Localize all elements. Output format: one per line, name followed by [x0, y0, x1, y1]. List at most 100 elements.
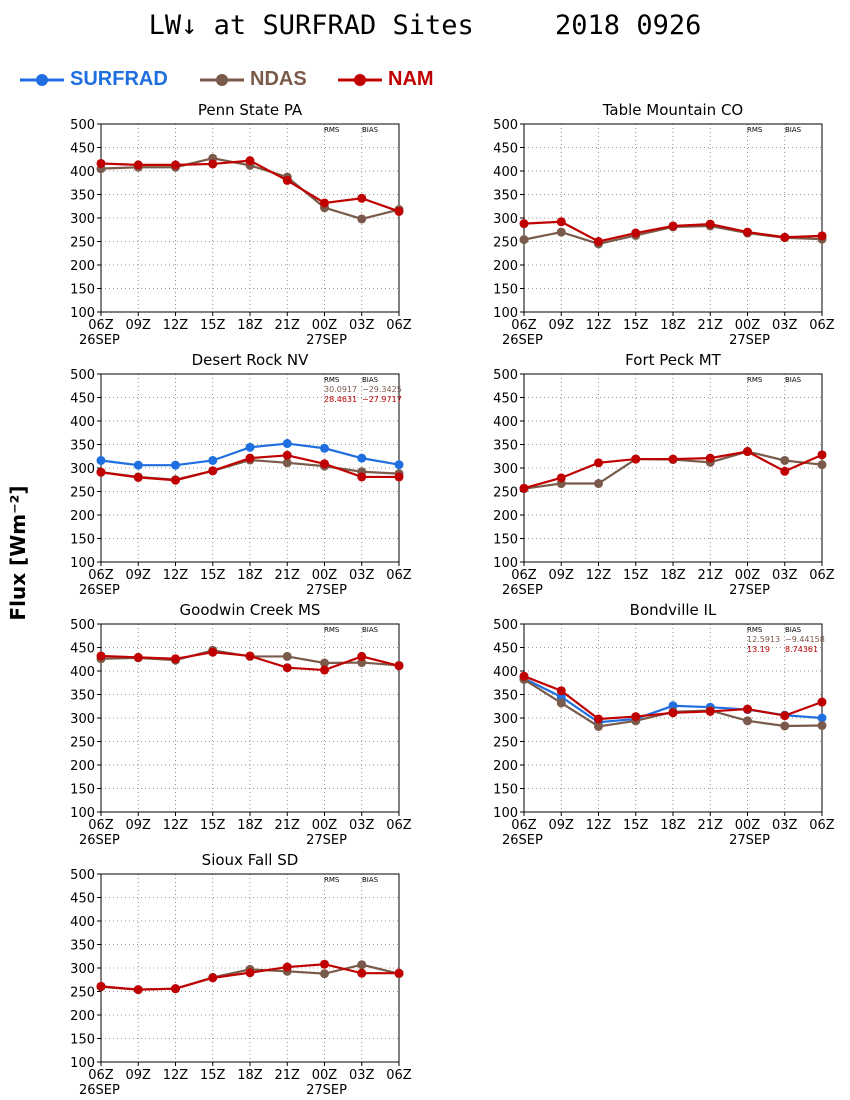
x-tick-label: 03Z: [349, 318, 375, 333]
y-tick-label: 300: [493, 712, 518, 727]
x-tick-label: 03Z: [772, 318, 798, 333]
data-point-nam: [282, 663, 292, 673]
x-tick-label: 15Z: [623, 818, 649, 833]
x-tick-label: 03Z: [349, 568, 375, 583]
y-tick-label: 400: [70, 665, 95, 680]
data-point-nam: [171, 475, 180, 485]
x-tick-label: 06Z: [88, 568, 114, 583]
y-tick-label: 450: [493, 642, 518, 657]
data-point-nam: [245, 156, 255, 166]
data-point-nam: [96, 981, 106, 991]
data-point-ndas: [519, 235, 529, 245]
data-point-surfrad: [394, 460, 404, 470]
data-point-nam: [282, 175, 292, 185]
y-tick-label: 350: [493, 189, 518, 204]
y-tick-label: 100: [70, 306, 95, 321]
panel-bondville-il: Bondville IL 100 150 200 250 300 350 400 450 500 0…: [493, 601, 835, 848]
data-point-nam: [171, 160, 180, 170]
y-tick-label: 500: [70, 118, 95, 133]
x-tick-label: 03Z: [772, 818, 798, 833]
x-tick-label: 06Z: [88, 318, 114, 333]
panel-sioux-fall-sd: Sioux Fall SD 100 150 200 250 300 350 400 450 500…: [70, 851, 412, 1098]
stats-rms-value: 30.0917: [324, 385, 357, 394]
data-point-nam: [357, 193, 367, 203]
x-tick-label: 06Z: [809, 568, 835, 583]
stats-header-rms: RMS: [747, 126, 763, 134]
legend-marker-nam: [338, 74, 382, 86]
y-tick-label: 100: [70, 556, 95, 571]
panel-title: Bondville IL: [630, 601, 717, 619]
data-point-nam: [133, 160, 143, 170]
data-point-ndas: [320, 969, 329, 979]
x-tick-label: 12Z: [163, 818, 189, 833]
x-tick-label: 09Z: [126, 318, 152, 333]
x-tick-label: 21Z: [275, 818, 301, 833]
y-tick-label: 200: [70, 759, 95, 774]
y-tick-label: 200: [493, 759, 518, 774]
data-point-nam: [394, 472, 404, 482]
stats-header-rms: RMS: [324, 626, 340, 634]
data-point-nam: [133, 472, 143, 482]
main-title: LW↓ at SURFRAD Sites 2018 0926: [148, 10, 702, 41]
panel-penn-state-pa: Penn State PA 100 150 200 250 300 350 400 450 500…: [70, 101, 412, 348]
data-point-nam: [705, 453, 715, 463]
x-tick-label: 06Z: [386, 318, 412, 333]
legend-marker-surfrad: [20, 74, 64, 86]
y-tick-label: 150: [493, 533, 518, 548]
date-label: 26SEP: [502, 833, 543, 848]
data-point-nam: [320, 959, 329, 969]
panel-desert-rock-nv: Desert Rock NV 100 150 200 250 300 350 400 450 50…: [70, 351, 412, 598]
data-point-nam: [556, 473, 566, 483]
panel-title: Desert Rock NV: [192, 351, 309, 369]
data-point-ndas: [357, 960, 367, 970]
data-point-nam: [668, 708, 678, 718]
x-tick-label: 12Z: [586, 818, 612, 833]
data-point-nam: [357, 472, 367, 482]
data-point-surfrad: [245, 442, 255, 452]
y-tick-label: 350: [70, 939, 95, 954]
panel-title: Fort Peck MT: [625, 351, 721, 369]
date-label: 27SEP: [729, 833, 770, 848]
stats-bias-value: −9.44158: [785, 635, 825, 644]
y-tick-label: 350: [493, 689, 518, 704]
y-tick-label: 100: [493, 556, 518, 571]
x-tick-label: 00Z: [312, 1068, 338, 1083]
x-tick-label: 00Z: [312, 818, 338, 833]
x-tick-label: 18Z: [660, 568, 686, 583]
x-tick-label: 00Z: [735, 818, 761, 833]
y-tick-label: 500: [70, 868, 95, 883]
date-label: 27SEP: [306, 833, 347, 848]
y-tick-label: 450: [70, 642, 95, 657]
x-tick-label: 15Z: [200, 318, 226, 333]
data-point-surfrad: [320, 443, 329, 453]
panel-goodwin-creek-ms: Goodwin Creek MS 100 150 200 250 300 350 400 450…: [70, 601, 412, 848]
x-tick-label: 06Z: [511, 568, 537, 583]
stats-bias-value: −27.9717: [362, 395, 402, 404]
data-point-nam: [320, 459, 329, 469]
panel-fort-peck-mt: Fort Peck MT 100 150 200 250 300 350 400 450 500 0…: [493, 351, 835, 598]
y-tick-label: 150: [493, 783, 518, 798]
data-point-nam: [631, 228, 641, 238]
data-point-nam: [780, 466, 790, 476]
stats-header-bias: BIAS: [362, 626, 379, 634]
y-tick-label: 150: [70, 533, 95, 548]
stats-header-bias: BIAS: [785, 376, 802, 384]
data-point-ndas: [743, 716, 752, 726]
x-tick-label: 06Z: [511, 318, 537, 333]
data-point-nam: [208, 159, 218, 169]
y-tick-label: 200: [70, 1009, 95, 1024]
y-tick-label: 300: [70, 962, 95, 977]
x-tick-label: 12Z: [163, 1068, 189, 1083]
data-point-nam: [705, 706, 715, 716]
y-tick-label: 400: [493, 165, 518, 180]
data-point-nam: [519, 483, 529, 493]
y-tick-label: 300: [493, 212, 518, 227]
y-tick-label: 200: [70, 259, 95, 274]
x-tick-label: 06Z: [511, 818, 537, 833]
x-tick-label: 06Z: [88, 1068, 114, 1083]
data-point-surfrad: [817, 713, 827, 723]
y-tick-label: 450: [70, 892, 95, 907]
data-point-ndas: [556, 698, 566, 708]
y-tick-label: 500: [493, 118, 518, 133]
data-point-nam: [208, 973, 218, 983]
